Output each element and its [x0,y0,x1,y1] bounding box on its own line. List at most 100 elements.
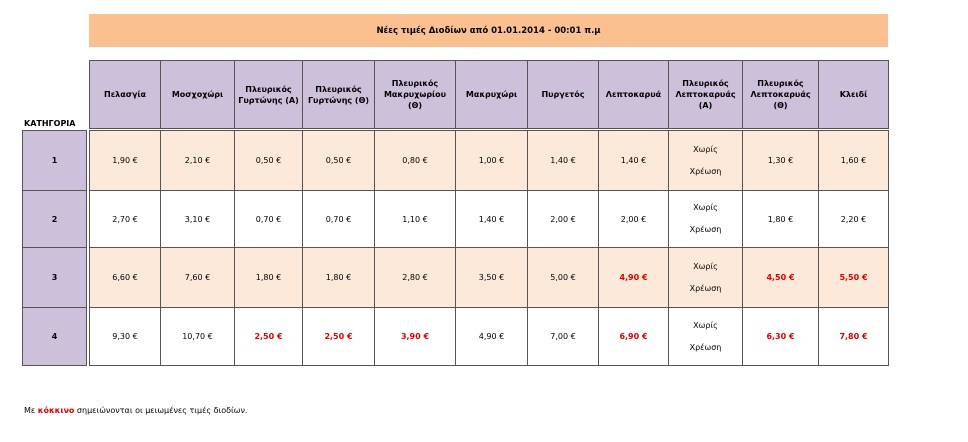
price: 2,00 € [620,214,647,224]
price-cell: 1,00 € [455,130,528,191]
price: 0,50 € [255,156,282,165]
column-header: Πλευρικός Γυρτώνης (Θ) [302,60,375,129]
price-cell: 1,40 € [598,130,669,191]
price-cell: 6,90 € [598,307,669,366]
price: 1,40 € [620,156,647,165]
price-cell: 6,30 € [742,307,819,366]
price: 0,50 € [325,156,352,165]
price-cell: 4,90 € [455,307,528,366]
category-cell: 1 [22,130,87,191]
price: 1,60 € [840,156,867,165]
category-label: 3 [51,273,58,282]
price-cell: Χωρίς Χρέωση [668,190,743,248]
reduced-price: 6,30 € [766,332,795,341]
note-text: σημειώνονται οι μειωμένες τιμές διοδίων. [74,406,248,415]
price-cell: 5,50 € [818,247,889,308]
price-cell: 2,10 € [160,130,235,191]
price-cell: 1,80 € [302,247,375,308]
column-header: Λεπτοκαρυά [598,60,669,129]
no-charge-text: Χωρίς [693,320,718,330]
price-cell: 2,70 € [89,190,161,248]
column-header: Πλευρικός Λεπτοκαρυάς (Θ) [742,60,819,129]
price-cell: 1,40 € [455,190,528,248]
no-charge-text: Χωρίς [693,261,718,271]
price: 2,80 € [402,273,428,282]
price-cell: 7,00 € [527,307,599,366]
no-charge-text: Χρέωση [689,342,722,352]
price-cell: 7,80 € [818,307,889,366]
price-cell: 0,80 € [374,130,456,191]
price-cell: 10,70 € [160,307,235,366]
reduced-price: 4,50 € [766,273,795,282]
price: 10,70 € [182,332,213,341]
price-cell: 2,00 € [527,190,599,248]
column-header: Πλευρικός Λεπτοκαρυάς (Α) [668,60,743,129]
category-cell: 2 [22,190,87,248]
price-cell: 3,90 € [374,307,456,366]
price: 7,00 € [550,332,576,341]
price: 4,90 € [478,332,505,341]
price: 1,80 € [255,273,282,282]
note-highlight: κόκκινο [37,406,75,415]
reduced-price: 5,50 € [839,273,868,282]
price: 1,90 € [112,156,138,165]
price: 0,70 € [255,214,282,224]
price: 0,70 € [325,214,352,224]
price-cell: 1,60 € [818,130,889,191]
price-cell: 6,60 € [89,247,161,308]
price-cell: 5,00 € [527,247,599,308]
price-cell: 1,80 € [742,190,819,248]
note-text: Με [24,406,38,415]
price-cell: 0,70 € [302,190,375,248]
price-cell: 1,90 € [89,130,161,191]
column-header: Μοσχοχώρι [160,60,235,129]
column-header: Πλευρικός Μακρυχωρίου (Θ) [374,60,456,129]
price: 2,00 € [550,214,576,224]
footnote: Με κόκκινο σημειώνονται οι μειωμένες τιμ… [24,406,247,415]
no-charge-text: Χρέωση [689,166,722,176]
category-cell: 3 [22,247,87,308]
price: 1,30 € [767,156,794,165]
price: 1,40 € [478,214,505,224]
price-cell: 1,30 € [742,130,819,191]
price: 2,10 € [184,156,211,165]
price-cell: 2,00 € [598,190,669,248]
price: 2,70 € [112,214,138,224]
reduced-price: 7,80 € [839,332,868,341]
category-label: 2 [51,214,58,224]
price-cell: 3,50 € [455,247,528,308]
price-cell: 0,70 € [234,190,303,248]
price: 7,60 € [184,273,211,282]
category-label: 4 [51,332,58,341]
reduced-price: 3,90 € [400,332,430,341]
no-charge-text: Χωρίς [693,203,718,212]
price: 3,10 € [184,214,211,224]
price: 2,20 € [840,214,867,224]
category-cell: 4 [22,307,87,366]
category-label: 1 [51,156,58,165]
column-header: Πελασγία [89,60,161,129]
price: 0,80 € [402,156,428,165]
price: 1,00 € [478,156,505,165]
price-cell: 9,30 € [89,307,161,366]
price-cell: 2,50 € [234,307,303,366]
reduced-price: 2,50 € [254,332,283,341]
no-charge-text: Χωρίς [693,144,718,154]
reduced-price: 6,90 € [619,332,648,341]
price: 3,50 € [478,273,505,282]
price-cell: 3,10 € [160,190,235,248]
price-cell: Χωρίς Χρέωση [668,247,743,308]
row-header-label: ΚΑΤΗΓΟΡΙΑ [24,118,76,128]
price-cell: 4,50 € [742,247,819,308]
price-cell: Χωρίς Χρέωση [668,307,743,366]
price-cell: 2,20 € [818,190,889,248]
no-charge-text: Χρέωση [689,283,722,293]
title: Νέες τιμές Διοδίων από 01.01.2014 - 00:0… [376,25,601,36]
price-cell: Χωρίς Χρέωση [668,130,743,191]
reduced-price: 2,50 € [324,332,353,341]
price: 1,80 € [767,214,794,224]
price-cell: 2,80 € [374,247,456,308]
price-cell: 4,90 € [598,247,669,308]
no-charge-text: Χρέωση [689,225,722,234]
